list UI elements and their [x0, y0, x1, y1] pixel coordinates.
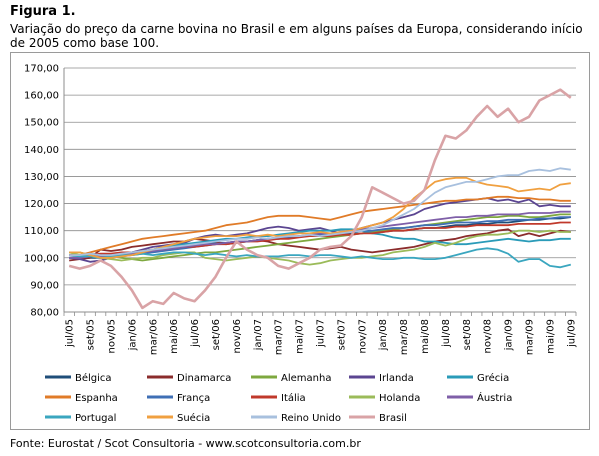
x-tick-label: jul/07	[316, 319, 327, 348]
y-tick-label: 100,00	[24, 253, 59, 264]
y-tick-label: 160,00	[24, 91, 59, 102]
y-tick-label: 130,00	[24, 172, 59, 183]
x-tick-label: set/06	[211, 319, 222, 350]
y-tick-label: 120,00	[24, 199, 59, 210]
x-tick-label: mai/07	[295, 319, 306, 354]
x-tick-label: jul/06	[190, 319, 201, 348]
x-tick-label: nov/07	[357, 319, 368, 353]
x-tick-label: set/08	[462, 319, 473, 350]
x-tick-label: jan/07	[253, 319, 264, 351]
chart-frame: 80,00 90,00 100,00 110,00 120,00 130,00 140,00…	[10, 52, 590, 430]
x-tick-label: jul/09	[566, 319, 577, 348]
x-tick-label: nov/08	[483, 319, 494, 353]
legend-label: Alemanha	[281, 373, 331, 384]
legend-label: Bélgica	[75, 372, 112, 384]
series-line-espanha	[69, 195, 571, 257]
x-tick-label: jan/09	[504, 319, 515, 351]
x-tick-label: jan/06	[127, 319, 138, 351]
legend-label: Espanha	[75, 393, 118, 404]
x-tick-label: mai/08	[420, 319, 431, 354]
legend-label: Brasil	[379, 413, 407, 424]
series-line-reino-unido	[69, 167, 571, 257]
line-chart: 80,00 90,00 100,00 110,00 120,00 130,00 140,00…	[24, 64, 577, 425]
x-tick-label: mar/06	[148, 319, 159, 355]
figure-label: Figura 1.	[10, 4, 76, 19]
legend-label: Áustria	[477, 391, 512, 404]
legend-label: Irlanda	[379, 373, 414, 384]
series-line-holanda	[68, 229, 571, 266]
y-tick-label: 110,00	[24, 226, 59, 237]
x-tick-label: mar/09	[524, 319, 535, 355]
legend-label: Grécia	[477, 372, 509, 384]
x-tick-label: nov/06	[232, 319, 243, 353]
x-tick-label: set/07	[336, 319, 347, 350]
legend-label: Reino Unido	[281, 413, 341, 424]
x-tick-label: set/05	[86, 319, 97, 350]
x-tick-label: jan/08	[378, 319, 389, 351]
series-line-portugal	[69, 247, 572, 269]
series-line-áustria	[69, 210, 571, 259]
legend-label: Holanda	[379, 393, 420, 404]
y-tick-label: 170,00	[24, 64, 59, 75]
series-line-frança	[69, 216, 571, 259]
x-tick-label: jul/05	[65, 319, 76, 348]
figure-caption: Variação do preço da carne bovina no Bra…	[10, 22, 583, 50]
x-tick-label: mai/09	[545, 319, 556, 354]
y-tick-label: 90,00	[30, 280, 59, 291]
x-tick-label: mar/07	[274, 319, 285, 355]
legend-label: Portugal	[75, 413, 116, 424]
series-line-alemanha	[69, 213, 571, 262]
series-line-brasil	[68, 88, 572, 310]
y-tick-label: 80,00	[30, 308, 59, 319]
legend-label: Itália	[281, 392, 306, 404]
y-tick-label: 150,00	[24, 118, 59, 129]
y-tick-label: 140,00	[24, 145, 59, 156]
x-tick-label: mai/06	[169, 319, 180, 354]
legend-label: Dinamarca	[177, 373, 231, 384]
x-tick-label: nov/05	[107, 319, 118, 353]
source-note: Fonte: Eurostat / Scot Consultoria - www…	[10, 437, 361, 450]
x-tick-label: jul/08	[441, 319, 452, 348]
x-tick-label: mar/08	[399, 319, 410, 355]
legend-label: Suécia	[177, 412, 210, 424]
legend-label: França	[177, 393, 210, 404]
